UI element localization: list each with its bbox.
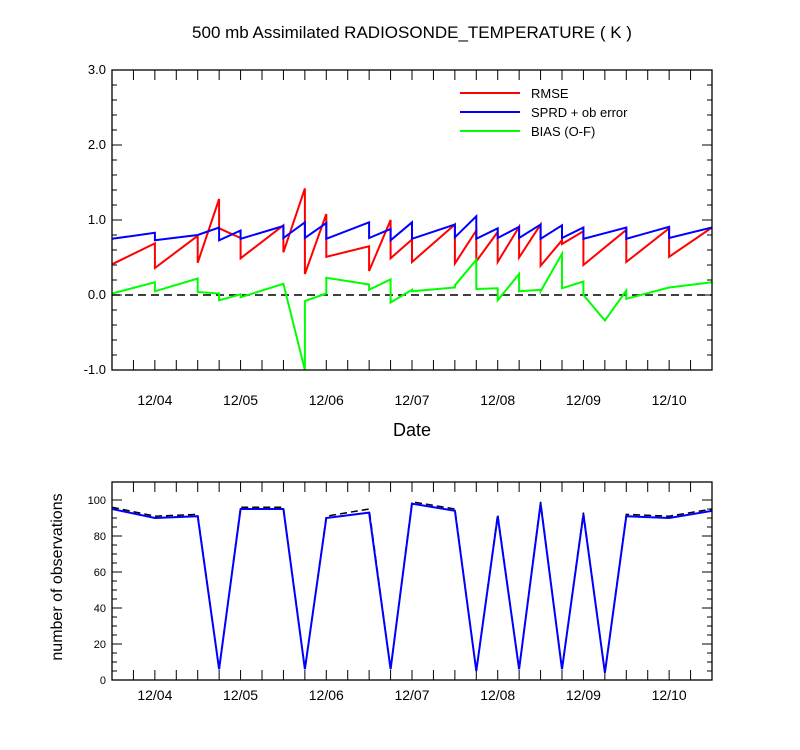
y-tick-label: 3.0 (88, 62, 106, 77)
x-tick-label: 12/07 (394, 687, 429, 703)
x-tick-label: 12/05 (223, 392, 258, 408)
series-line-bias-o-f (112, 250, 712, 370)
x-tick-label: 12/04 (137, 392, 172, 408)
y-tick-label: 80 (94, 531, 106, 543)
series-line-used (112, 502, 712, 673)
x-tick-label: 12/06 (309, 687, 344, 703)
legend: RMSE SPRD + ob error BIAS (O-F) (460, 86, 628, 139)
legend-label: RMSE (531, 86, 569, 101)
x-tick-label: 12/06 (309, 392, 344, 408)
y-tick-label: 0.0 (88, 287, 106, 302)
chart-title: 500 mb Assimilated RADIOSONDE_TEMPERATUR… (192, 23, 632, 42)
series-line-total (112, 500, 712, 673)
x-tick-label: 12/07 (394, 392, 429, 408)
x-tick-label: 12/05 (223, 687, 258, 703)
x-tick-label: 12/10 (652, 687, 687, 703)
y-tick-label: -1.0 (84, 362, 106, 377)
y-tick-label: 20 (94, 639, 106, 651)
x-tick-label: 12/08 (480, 392, 515, 408)
x-tick-label: 12/09 (566, 687, 601, 703)
y-tick-label: 1.0 (88, 212, 106, 227)
x-tick-label: 12/04 (137, 687, 172, 703)
series-line-sprd-ob-error (112, 213, 712, 243)
bottom-plot: 0 20 40 60 80 100 12/04 12/05 12/06 12/07 12/08 12/… (88, 481, 713, 703)
x-tick-label: 12/09 (566, 392, 601, 408)
plot-frame (111, 69, 713, 371)
x-tick-label: 12/08 (480, 687, 515, 703)
series-line-rmse (112, 188, 712, 275)
legend-label: BIAS (O-F) (531, 124, 595, 139)
y-tick-label: 0 (100, 675, 106, 687)
top-plot: -1.0 0.0 1.0 2.0 3.0 12/04 12/05 12/06 12/07 12/0… (84, 62, 713, 408)
x-tick-label: 12/10 (652, 392, 687, 408)
x-axis-label: Date (393, 420, 431, 440)
plot-frame (111, 481, 713, 681)
legend-label: SPRD + ob error (531, 105, 628, 120)
y-axis-label-observations: number of observations (49, 493, 66, 660)
y-tick-label: 60 (94, 567, 106, 579)
y-tick-label: 100 (88, 495, 106, 507)
y-tick-label: 40 (94, 603, 106, 615)
y-tick-label: 2.0 (88, 137, 106, 152)
